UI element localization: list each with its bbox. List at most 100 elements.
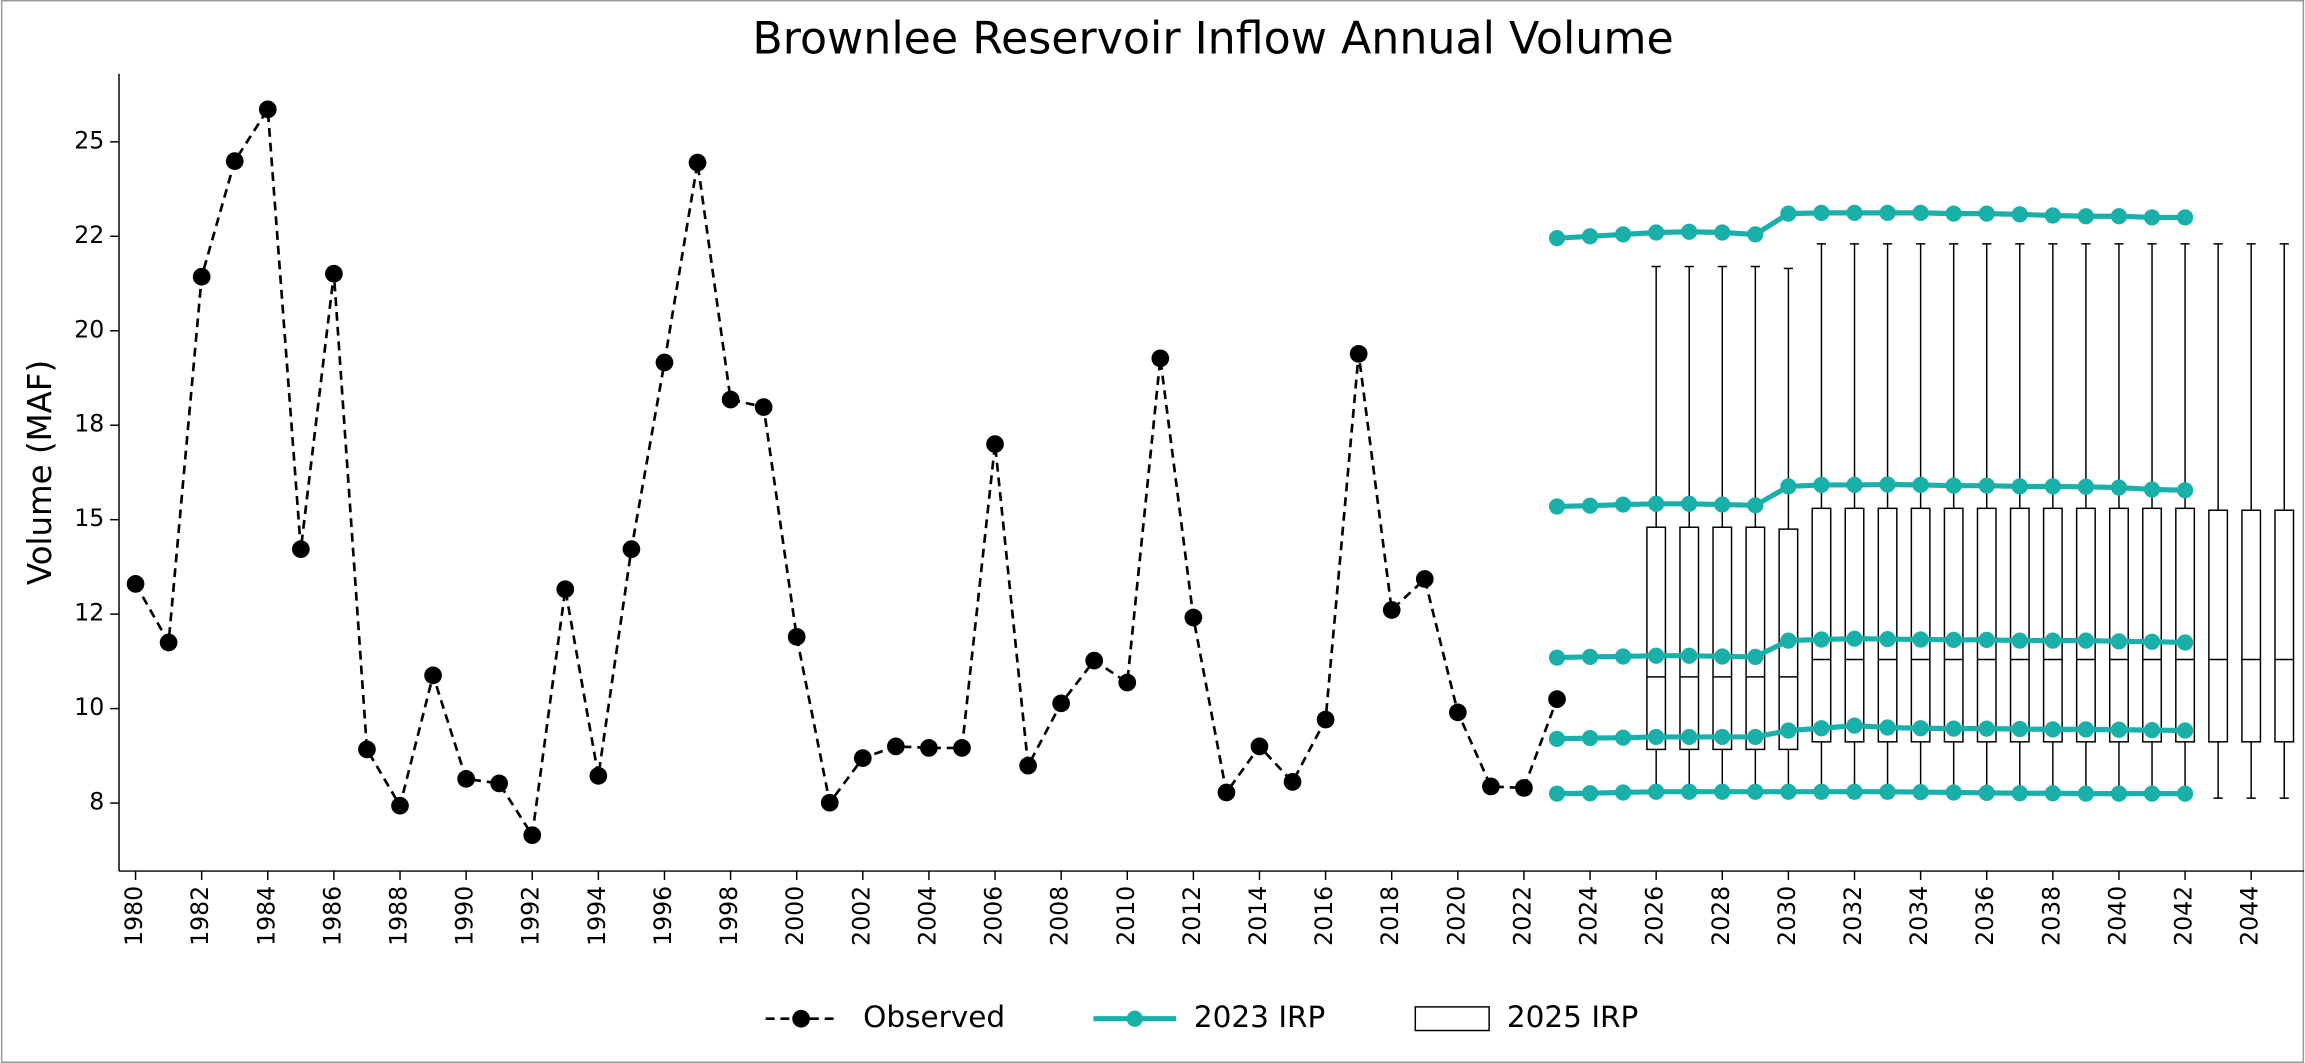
irp-2023-marker <box>1945 631 1962 648</box>
y-tick-label: 18 <box>74 410 104 438</box>
observed-marker <box>853 749 872 767</box>
irp-2023-marker <box>1747 497 1764 514</box>
irp-2023-marker <box>2011 206 2028 223</box>
irp-2023-marker <box>1548 230 1566 247</box>
irp-2023-marker <box>1912 476 1929 494</box>
x-tick-label: 1988 <box>385 886 413 946</box>
observed-marker <box>126 575 145 593</box>
irp-2023-marker <box>1813 783 1830 800</box>
y-axis-label: Volume (MAF) <box>21 360 59 585</box>
irp-2023-marker <box>1813 631 1830 648</box>
irp-2023-marker <box>1581 729 1599 747</box>
irp-2023-marker <box>2110 785 2128 802</box>
irp-2023-marker <box>1614 496 1632 513</box>
box <box>2274 509 2295 743</box>
irp-2023-marker <box>2011 785 2028 802</box>
observed-marker <box>258 100 277 119</box>
observed-marker <box>1448 703 1467 722</box>
x-tick-label: 2010 <box>1112 886 1140 946</box>
x-tick-label: 2024 <box>1575 886 1603 946</box>
irp-2023-marker <box>1548 730 1566 747</box>
observed-marker <box>424 666 442 685</box>
irp-2023-marker <box>1681 495 1698 512</box>
irp-2023-marker <box>2077 785 2095 802</box>
observed-marker <box>986 435 1004 453</box>
irp-2023-marker <box>1714 224 1731 241</box>
observed-marker <box>820 793 839 812</box>
box <box>1646 526 1667 751</box>
box <box>1811 507 1832 743</box>
irp-2023-marker <box>1945 720 1962 737</box>
irp-2023-marker <box>1747 648 1764 665</box>
x-tick-label: 2000 <box>781 886 809 946</box>
irp-2023-marker <box>1780 783 1797 800</box>
observed-marker <box>1283 773 1302 791</box>
irp-2023-marker <box>1714 496 1731 513</box>
box <box>1679 526 1700 751</box>
irp-2023-marker <box>2143 481 2161 498</box>
x-tick-label: 2036 <box>1971 886 1999 946</box>
x-tick-label: 2006 <box>980 886 1008 946</box>
observed-marker <box>1548 690 1566 709</box>
irp-2023-marker <box>1614 226 1632 243</box>
x-tick-label: 2014 <box>1244 886 1272 946</box>
irp-2023-marker <box>1879 630 1896 648</box>
irp-2023-marker <box>1648 647 1665 664</box>
irp-2023-marker <box>2011 720 2028 738</box>
irp-2023-marker <box>2143 785 2161 802</box>
irp-2023-marker <box>1846 783 1863 800</box>
irp-2023-marker <box>2110 479 2128 496</box>
box <box>2175 507 2196 743</box>
irp-2023-marker <box>1813 720 1830 737</box>
chart-title: Brownlee Reservoir Inflow Annual Volume <box>752 13 1673 64</box>
observed-marker <box>1151 349 1170 368</box>
irp-2023-marker <box>1648 783 1665 800</box>
observed-marker <box>325 264 343 283</box>
irp-2023-marker <box>1945 477 1962 494</box>
observed-marker <box>1019 756 1037 775</box>
box <box>1976 507 1997 743</box>
y-tick-label: 15 <box>74 504 104 532</box>
legend-label: Observed <box>863 1000 1005 1034</box>
x-tick-label: 1982 <box>186 886 214 946</box>
observed-marker <box>589 766 608 785</box>
irp-2023-marker <box>1747 226 1764 243</box>
box <box>2075 507 2096 743</box>
x-tick-label: 2028 <box>1707 886 1735 946</box>
irp-2023-marker <box>2143 722 2161 739</box>
observed-marker <box>1085 651 1104 670</box>
irp-2023-marker <box>1780 722 1797 739</box>
irp-2023-marker <box>2077 632 2095 649</box>
x-tick-label: 2030 <box>1773 886 1801 946</box>
irp-2023-marker <box>1548 785 1566 802</box>
observed-marker <box>688 153 707 172</box>
x-tick-label: 2040 <box>2103 886 2131 946</box>
box <box>2108 507 2129 743</box>
irp-2023-marker <box>2110 208 2128 225</box>
irp-2023-marker <box>1681 728 1698 746</box>
observed-marker <box>490 774 509 793</box>
x-tick-label: 1996 <box>649 886 677 946</box>
legend-label: 2023 IRP <box>1194 1000 1326 1034</box>
y-tick-label: 22 <box>74 221 104 249</box>
irp-2023-marker <box>1614 648 1632 665</box>
box <box>1910 507 1931 743</box>
observed-marker <box>225 152 244 170</box>
observed-marker <box>1217 783 1236 802</box>
x-tick-label: 1992 <box>517 886 545 946</box>
observed-marker <box>920 739 938 757</box>
y-tick-label: 25 <box>74 126 104 154</box>
observed-marker <box>358 740 376 759</box>
irp-2023-marker <box>2044 207 2061 224</box>
observed-marker <box>1184 608 1203 627</box>
x-tick-label: 1990 <box>451 886 479 946</box>
observed-marker <box>1118 673 1137 692</box>
irp-2023-marker <box>1714 728 1731 746</box>
observed-marker <box>192 267 211 286</box>
observed-marker <box>556 580 575 599</box>
irp-2023-marker <box>1813 476 1830 494</box>
irp-2023-marker <box>1945 205 1962 222</box>
x-tick-label: 2042 <box>2170 886 2198 946</box>
irp-2023-marker <box>2176 722 2194 739</box>
irp-2023-marker <box>1879 719 1896 736</box>
